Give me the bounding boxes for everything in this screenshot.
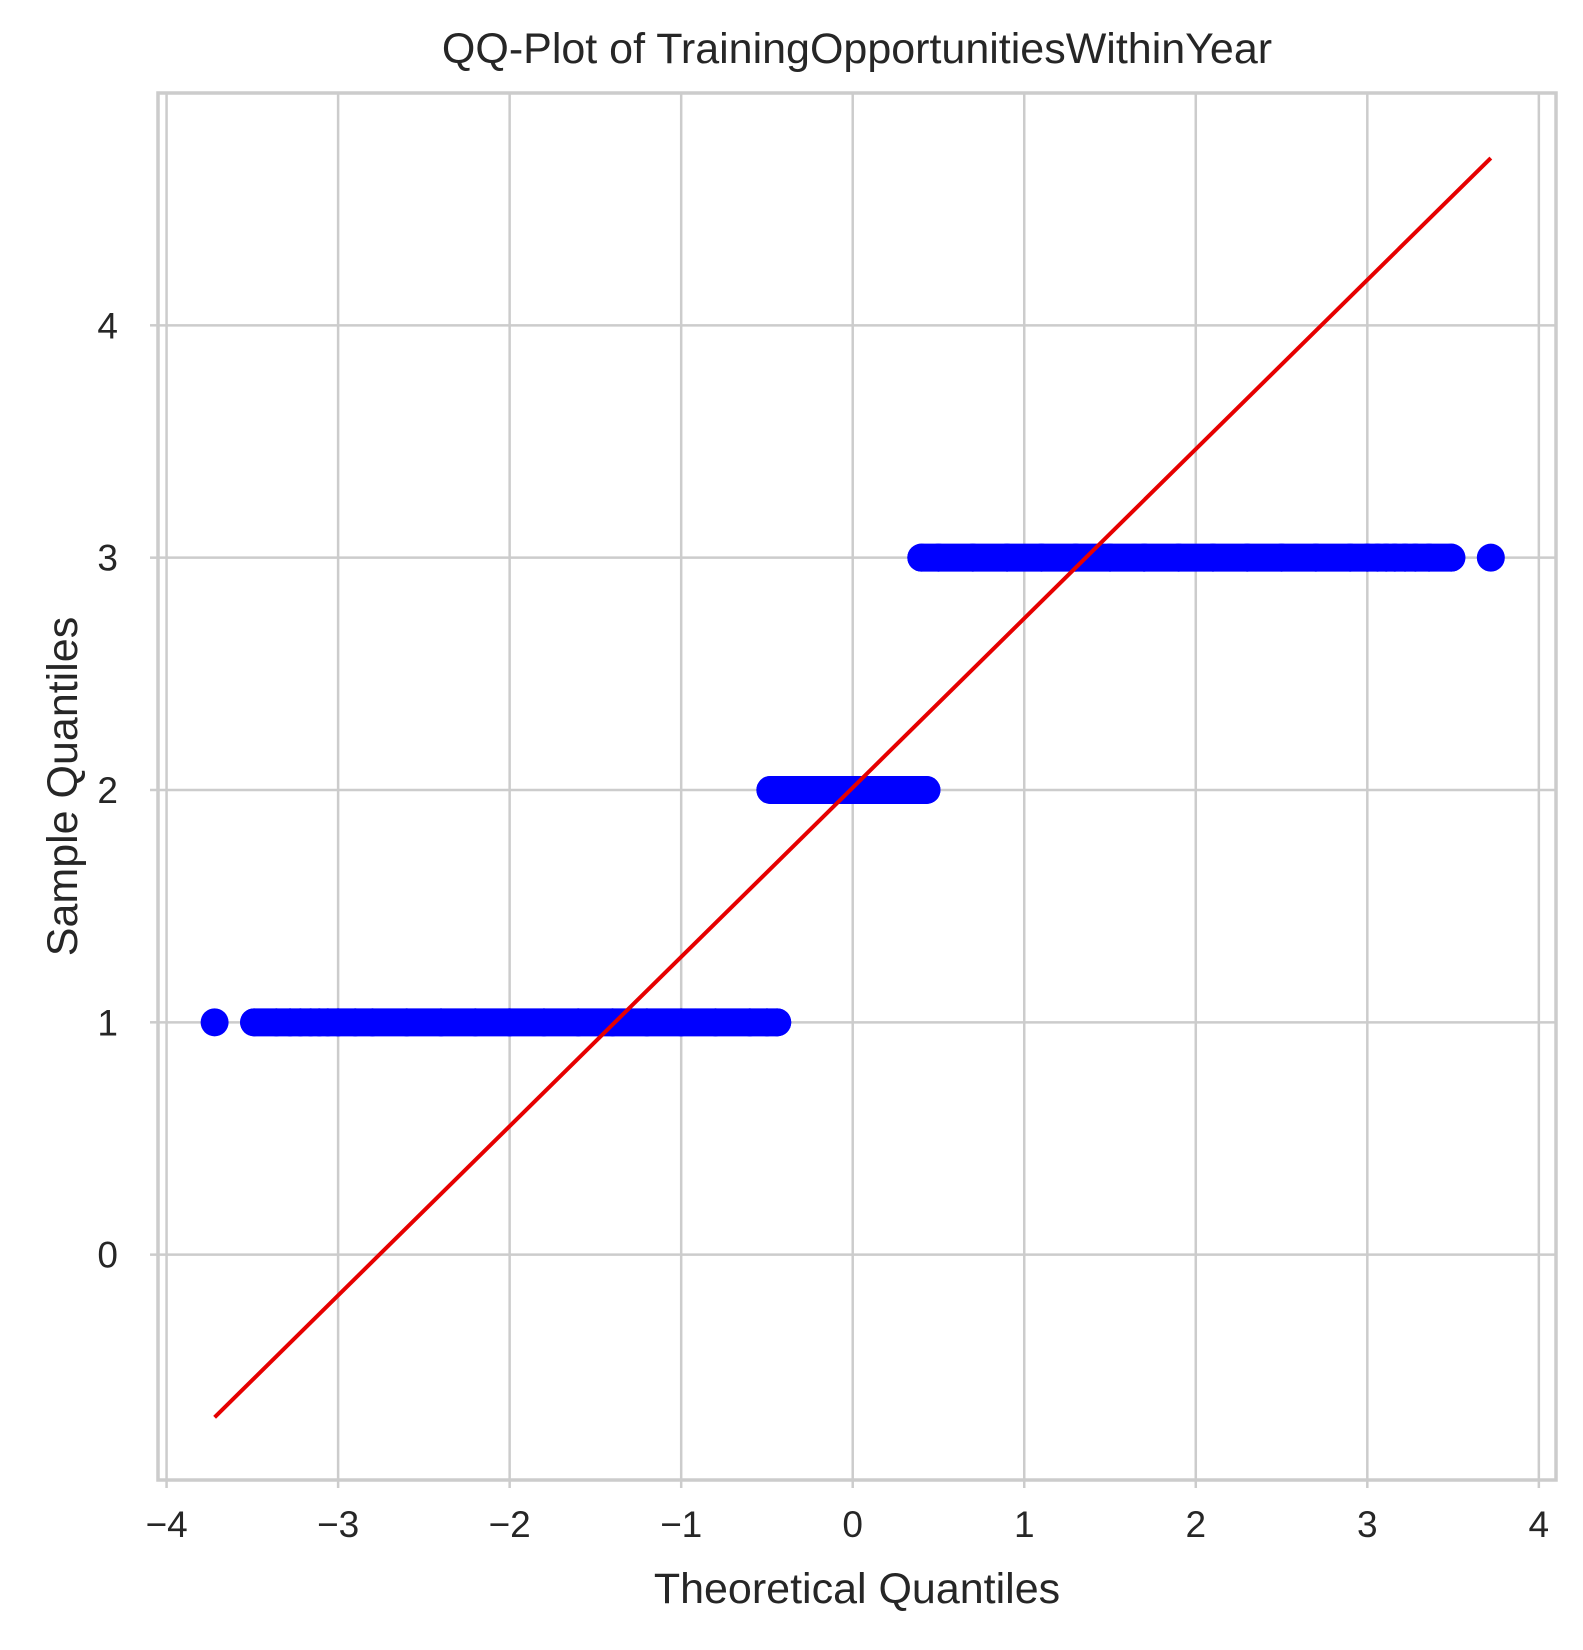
sample-point <box>1061 543 1090 572</box>
x-tick-label: −1 <box>660 1504 702 1545</box>
x-tick-label: −3 <box>317 1504 359 1545</box>
sample-point <box>564 1008 593 1037</box>
sample-point <box>461 1008 490 1037</box>
y-tick-label: 3 <box>97 538 118 579</box>
x-tick-label: 1 <box>1014 1504 1035 1545</box>
sample-point <box>1437 543 1466 572</box>
sample-point <box>924 543 953 572</box>
sample-point <box>1027 543 1056 572</box>
sample-point <box>240 1008 269 1037</box>
sample-point <box>392 1008 421 1037</box>
sample-point <box>1301 543 1330 572</box>
x-tick-label: 0 <box>842 1504 863 1545</box>
x-tick-label: 2 <box>1185 1504 1206 1545</box>
sample-point <box>912 775 941 804</box>
sample-point <box>427 1008 456 1037</box>
x-tick-label: −2 <box>489 1504 531 1545</box>
y-axis-label: Sample Quantiles <box>39 617 87 956</box>
sample-point <box>1164 543 1193 572</box>
x-tick-label: 4 <box>1529 1504 1550 1545</box>
sample-point <box>763 1008 792 1037</box>
y-tick-label: 2 <box>97 770 118 811</box>
x-tick-label: 3 <box>1357 1504 1378 1545</box>
sample-point <box>200 1008 229 1037</box>
sample-point <box>632 1008 661 1037</box>
y-tick-label: 1 <box>97 1002 118 1043</box>
sample-point <box>1130 543 1159 572</box>
sample-point <box>1267 543 1296 572</box>
label-layer: −4 −3 −2 −1 0 1 2 3 4 0 1 2 3 4 <box>97 305 1549 1545</box>
sample-point <box>495 1008 524 1037</box>
sample-point <box>1233 543 1262 572</box>
sample-point <box>529 1008 558 1037</box>
sample-point <box>993 543 1022 572</box>
sample-point <box>1198 543 1227 572</box>
data-layer <box>200 156 1505 1419</box>
sample-point <box>1476 543 1505 572</box>
sample-point <box>667 1008 696 1037</box>
chart-title: QQ-Plot of TrainingOpportunitiesWithinYe… <box>442 25 1272 73</box>
sample-point <box>1096 543 1125 572</box>
x-tick-label: −4 <box>145 1504 187 1545</box>
sample-point <box>958 543 987 572</box>
sample-point <box>358 1008 387 1037</box>
sample-point <box>701 1008 730 1037</box>
reference-line <box>213 156 1493 1419</box>
plot-frame <box>156 91 1558 1482</box>
sample-point <box>1415 543 1444 572</box>
y-tick-label: 4 <box>97 305 118 346</box>
x-axis-label: Theoretical Quantiles <box>654 1565 1060 1613</box>
tick-layer <box>150 324 1541 1488</box>
y-tick-label: 0 <box>97 1235 118 1276</box>
